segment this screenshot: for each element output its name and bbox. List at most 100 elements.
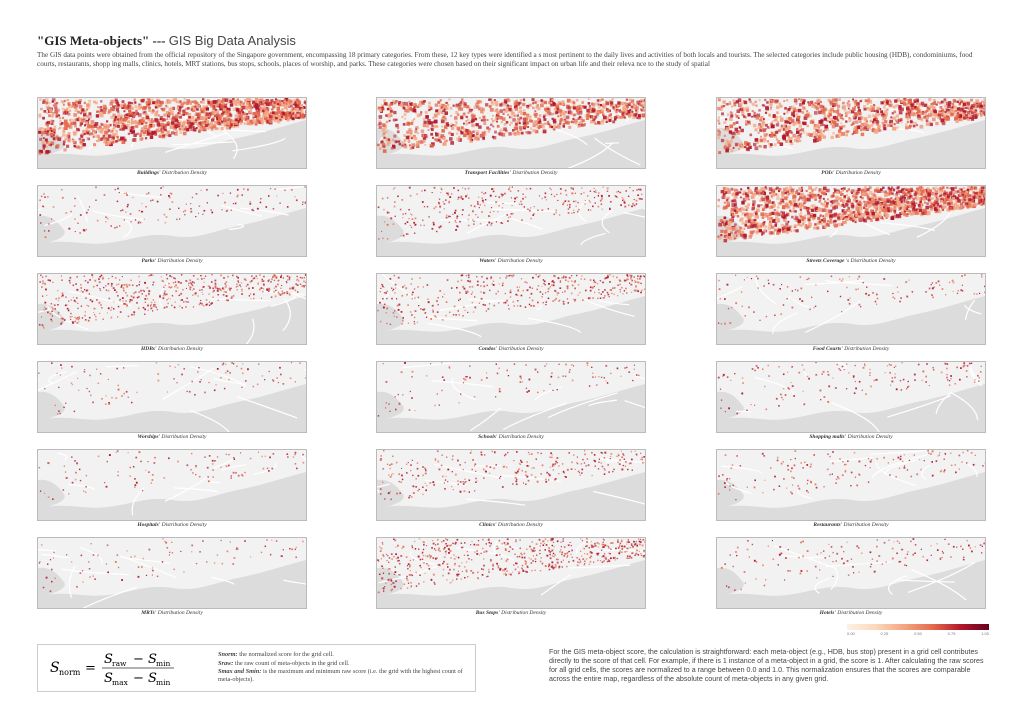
density-point [860, 202, 863, 205]
density-point [770, 106, 773, 109]
density-point [917, 191, 921, 195]
density-point [404, 222, 407, 225]
density-point [835, 195, 839, 199]
density-point [768, 142, 771, 145]
density-point [757, 125, 761, 129]
density-point [92, 133, 95, 136]
density-point [116, 135, 119, 139]
density-point [297, 108, 300, 110]
density-point [600, 194, 603, 197]
density-point [890, 186, 894, 189]
density-point [796, 130, 800, 134]
density-point [281, 116, 283, 118]
density-point [852, 98, 854, 101]
density-point [879, 108, 882, 110]
density-point [103, 136, 107, 140]
density-point [108, 142, 112, 145]
density-point [746, 143, 750, 146]
density-point [501, 222, 504, 224]
density-point [63, 148, 67, 152]
density-point [851, 133, 854, 136]
density-point [796, 135, 800, 140]
density-point [819, 199, 822, 202]
density-point [413, 136, 418, 141]
density-point [793, 202, 798, 207]
density-point [735, 192, 739, 196]
density-point [597, 192, 600, 194]
density-point [288, 102, 291, 105]
density-point [564, 200, 567, 202]
density-point [508, 188, 510, 191]
density-point [557, 101, 561, 105]
density-point [216, 121, 219, 125]
density-point [258, 120, 261, 123]
density-point [424, 144, 427, 146]
density-point [512, 111, 515, 115]
density-point [450, 141, 454, 145]
density-point [494, 108, 498, 112]
density-point [573, 200, 575, 203]
density-point [297, 116, 301, 120]
density-point [904, 199, 908, 202]
density-point [467, 111, 470, 114]
sea-area [38, 208, 306, 256]
density-point [906, 208, 908, 210]
density-point [218, 117, 222, 121]
density-point [576, 105, 581, 109]
density-point [287, 114, 291, 117]
density-point [377, 206, 380, 209]
density-point [445, 139, 448, 142]
density-point [959, 202, 963, 206]
density-point [395, 100, 398, 103]
density-point [599, 199, 602, 202]
density-point [892, 117, 894, 119]
density-point [191, 105, 195, 109]
density-point [272, 208, 275, 210]
density-point [637, 194, 640, 196]
density-point [93, 143, 97, 147]
density-point [895, 114, 899, 118]
density-point [522, 111, 527, 116]
density-point [499, 132, 503, 136]
density-point [597, 194, 599, 197]
density-point [725, 139, 729, 143]
density-point [576, 111, 580, 115]
road-line [171, 141, 234, 146]
density-point [769, 144, 773, 148]
density-point [587, 111, 591, 114]
density-point [44, 138, 48, 142]
density-point [457, 189, 459, 192]
density-point [958, 98, 962, 102]
density-point [86, 136, 89, 140]
density-point [723, 219, 727, 223]
density-point [578, 208, 580, 211]
density-point [852, 99, 856, 103]
density-point [572, 187, 574, 189]
density-point [191, 196, 194, 199]
density-point [43, 110, 47, 113]
density-point [494, 118, 497, 122]
density-point [97, 128, 102, 133]
density-point [633, 107, 637, 110]
density-point [797, 108, 802, 113]
density-point [440, 119, 445, 124]
density-point [976, 102, 979, 106]
density-point [765, 187, 768, 190]
density-point [170, 126, 174, 129]
density-point [381, 142, 385, 147]
density-point [570, 187, 573, 190]
density-point [154, 103, 159, 107]
density-point [503, 123, 507, 126]
density-point [110, 99, 114, 104]
density-point [906, 106, 910, 111]
density-point [845, 112, 849, 116]
density-point [560, 118, 563, 122]
density-point [483, 130, 487, 134]
density-point [777, 217, 780, 220]
density-point [818, 217, 821, 220]
density-point [501, 132, 506, 137]
density-point [593, 117, 596, 121]
density-point [717, 136, 721, 140]
density-point [41, 140, 46, 145]
density-point [738, 108, 741, 111]
